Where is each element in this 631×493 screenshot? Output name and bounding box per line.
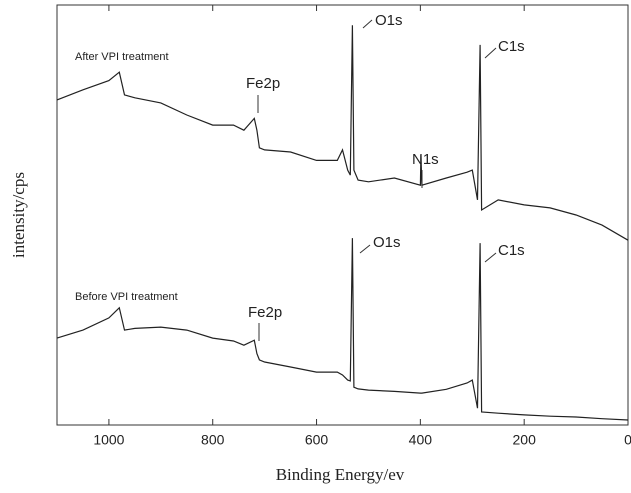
y-axis-label: intensity/cps [9,172,28,258]
spectrum-line [56,238,629,421]
leader [362,19,373,29]
annotation: C1s [498,242,525,259]
x-axis-label: Binding Energy/ev [276,465,405,484]
leader [359,244,371,254]
leader [484,47,497,59]
x-tick-label: 800 [201,432,225,448]
series-label: Before VPI treatment [75,291,178,303]
leader [484,252,497,263]
x-tick-label: 1000 [93,432,124,448]
x-tick-label: 600 [305,432,329,448]
annotation: O1s [373,234,401,251]
annotation: O1s [375,12,403,29]
x-tick-label: 200 [513,432,537,448]
annotation: Fe2p [246,75,280,92]
annotation: C1s [498,38,525,55]
x-tick-label: 400 [409,432,433,448]
spectrum-line [56,25,629,241]
annotation: Fe2p [248,304,282,321]
series-label: After VPI treatment [75,51,169,63]
annotation: N1s [412,151,439,168]
plot-frame [56,4,629,426]
x-tick-label: 0 [624,432,631,448]
